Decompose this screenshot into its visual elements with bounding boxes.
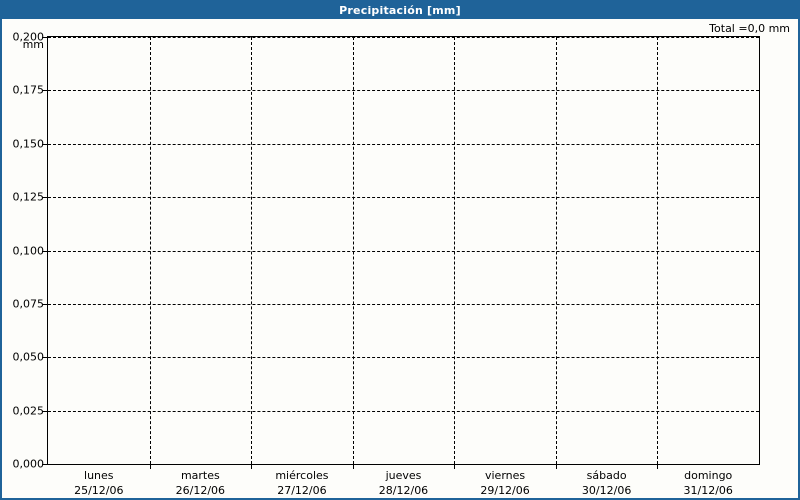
gridline-horizontal — [48, 410, 759, 412]
x-axis-day-name: domingo — [684, 469, 733, 482]
y-axis-tick-mark — [42, 357, 47, 359]
gridline-vertical — [454, 37, 456, 464]
gridline-vertical — [251, 37, 253, 464]
y-axis-tick-label: 0,150 — [12, 137, 45, 151]
y-axis-tick-mark — [42, 90, 47, 92]
gridline-horizontal — [48, 250, 759, 252]
y-axis-tick-label: 0,000 — [12, 457, 45, 471]
x-axis-date: 28/12/06 — [378, 484, 429, 497]
x-axis-date: 30/12/06 — [581, 484, 632, 497]
y-axis-tick-label: 0,075 — [12, 297, 45, 311]
gridline-vertical — [657, 37, 659, 464]
x-axis-tick-mark — [555, 465, 557, 469]
x-axis-date: 27/12/06 — [277, 484, 327, 497]
y-axis-tick-mark — [42, 303, 47, 305]
x-axis-date: 26/12/06 — [175, 484, 226, 497]
x-axis-date: 31/12/06 — [683, 484, 733, 497]
window-title-bar: Precipitación [mm] — [2, 2, 798, 19]
plot-area — [47, 36, 760, 465]
x-axis-tick-label: jueves 28/12/06 — [353, 468, 455, 498]
x-axis-tick-label: martes 26/12/06 — [150, 468, 252, 498]
y-axis-tick-mark — [42, 197, 47, 199]
gridline-vertical — [555, 37, 557, 464]
gridline-horizontal — [48, 90, 759, 92]
y-axis-tick-mark — [42, 410, 47, 412]
total-annotation: Total =0,0 mm — [709, 22, 790, 35]
x-axis-day-name: martes — [180, 469, 220, 482]
y-axis-tick-label: 0,025 — [12, 404, 45, 418]
x-axis-tick-label: domingo 31/12/06 — [657, 468, 759, 498]
x-axis-tick-mark — [149, 465, 151, 469]
y-axis-tick-label: 0,050 — [12, 350, 45, 364]
x-axis-day-name: miércoles — [275, 469, 329, 482]
y-axis-tick-mark — [42, 250, 47, 252]
gridline-horizontal — [48, 303, 759, 305]
y-axis-tick-mark — [42, 37, 47, 38]
x-axis-date: 29/12/06 — [480, 484, 530, 497]
gridline-horizontal — [48, 37, 759, 38]
y-axis-tick-mark — [42, 143, 47, 145]
x-axis-tick-mark — [454, 465, 456, 469]
x-axis-tick-label: viernes 29/12/06 — [454, 468, 556, 498]
y-axis-tick-label: 0,100 — [12, 244, 45, 257]
x-axis-tick-mark — [657, 465, 659, 469]
y-axis-tick-mark — [42, 464, 47, 465]
y-axis-tick-label: 0,175 — [12, 83, 45, 97]
x-axis-tick-mark — [251, 465, 253, 469]
x-axis-day-name: sábado — [586, 469, 627, 482]
x-axis-date: 25/12/06 — [74, 484, 124, 497]
gridline-vertical — [149, 37, 151, 464]
x-axis-tick-label: miércoles 27/12/06 — [251, 468, 353, 498]
x-axis-tick-label: lunes 25/12/06 — [48, 468, 150, 498]
gridline-horizontal — [48, 143, 759, 145]
gridline-horizontal — [48, 197, 759, 199]
x-axis-day-name: jueves — [385, 469, 422, 482]
x-axis-tick-label: sábado 30/12/06 — [556, 468, 658, 498]
x-axis-day-name: viernes — [484, 469, 526, 482]
x-axis-day-name: lunes — [84, 469, 114, 482]
y-axis-tick-label: 0,200 — [12, 30, 45, 44]
gridline-vertical — [352, 37, 354, 464]
gridline-horizontal — [48, 357, 759, 359]
y-axis-unit-label: mm — [22, 38, 44, 51]
y-axis-tick-label: 0,125 — [12, 190, 45, 204]
x-axis-tick-mark — [352, 465, 354, 469]
